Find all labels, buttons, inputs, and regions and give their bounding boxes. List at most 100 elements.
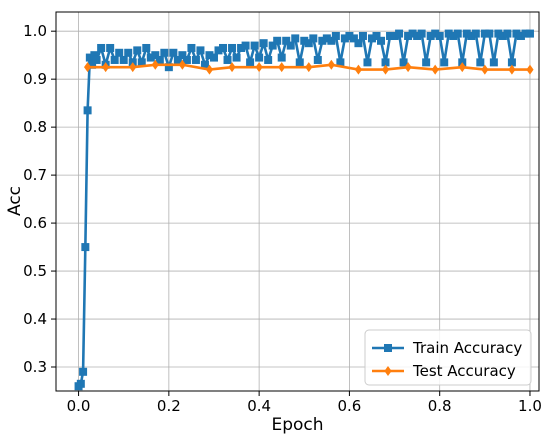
train-accuracy-point (133, 46, 142, 55)
train-accuracy-point (313, 55, 322, 64)
test-accuracy-point (228, 62, 236, 73)
train-accuracy-point (521, 29, 530, 38)
train-accuracy-point (322, 34, 331, 43)
test-accuracy-point (255, 62, 263, 73)
train-accuracy-point (404, 31, 413, 40)
legend: Train Accuracy Test Accuracy (364, 329, 532, 386)
test-accuracy-point (129, 62, 137, 73)
y-tick-label: 0.4 (23, 310, 47, 328)
test-accuracy-point (278, 62, 286, 73)
train-accuracy-point (79, 367, 88, 376)
train-accuracy-point (200, 60, 209, 69)
train-accuracy-point (241, 41, 250, 50)
legend-item-test-accuracy: Test Accuracy (372, 362, 516, 380)
train-accuracy-point (354, 39, 363, 48)
test-accuracy-point (381, 64, 390, 75)
train-accuracy-point (435, 31, 444, 40)
train-accuracy-point (155, 55, 164, 64)
train-accuracy-point (494, 29, 503, 38)
x-tick-label: 0.4 (247, 397, 271, 415)
train-accuracy-point (291, 34, 300, 43)
train-accuracy-point (187, 43, 196, 52)
y-tick-label: 0.5 (23, 262, 47, 280)
train-accuracy-point (453, 29, 462, 38)
test-accuracy-point (431, 64, 439, 75)
test-accuracy-point (151, 59, 159, 70)
legend-label: Train Accuracy (412, 339, 522, 357)
train-accuracy-point (90, 51, 99, 60)
train-accuracy-point (196, 46, 205, 55)
train-accuracy-point (277, 53, 286, 62)
train-accuracy-point (485, 29, 494, 38)
train-accuracy-point (417, 29, 426, 38)
train-accuracy-point (426, 31, 435, 40)
train-accuracy-point (76, 379, 85, 388)
plot-frame (55, 11, 540, 392)
train-accuracy-point (146, 53, 155, 62)
train-accuracy-point (268, 41, 277, 50)
train-accuracy-point (223, 55, 232, 64)
train-accuracy-point (327, 36, 336, 45)
train-accuracy-point (160, 48, 169, 57)
y-tick-label: 0.7 (23, 166, 47, 184)
x-tick-label: 0.2 (157, 397, 181, 415)
y-tick-label: 0.6 (23, 214, 47, 232)
legend-swatch-marker (384, 344, 392, 352)
train-accuracy-point (205, 51, 214, 60)
train-accuracy-point (106, 43, 115, 52)
legend-label: Test Accuracy (412, 362, 516, 380)
y-tick-label: 0.9 (23, 70, 47, 88)
legend-item-train-accuracy: Train Accuracy (372, 339, 522, 357)
test-accuracy-point (327, 59, 335, 70)
train-accuracy-point (178, 51, 187, 60)
train-accuracy-point (408, 29, 417, 38)
series-layer (74, 29, 534, 391)
train-accuracy-point (399, 58, 408, 67)
train-accuracy-point (173, 55, 182, 64)
train-accuracy-point (336, 58, 345, 67)
x-axis-label: Epoch (271, 415, 323, 435)
train-accuracy-point (358, 31, 367, 40)
train-accuracy-point (151, 51, 160, 60)
train-accuracy-point (264, 55, 273, 64)
train-accuracy-point (142, 43, 151, 52)
train-accuracy-point (431, 29, 440, 38)
test-accuracy-point (102, 62, 110, 73)
train-accuracy-point (282, 36, 291, 45)
train-accuracy-point (471, 29, 480, 38)
train-accuracy-point (119, 55, 128, 64)
test-accuracy-point (481, 64, 489, 75)
y-tick-label: 1.0 (23, 22, 47, 40)
train-accuracy-point (81, 243, 90, 252)
x-tick-label: 0.0 (67, 397, 91, 415)
train-accuracy-point (395, 29, 404, 38)
train-accuracy-point (318, 36, 327, 45)
test-accuracy-point (305, 62, 313, 73)
ticks: 0.0 0.2 0.4 0.6 0.8 1.0 0.3 0.4 0.5 0.6 0.7 0.8 0.9 1… (23, 22, 542, 415)
train-accuracy-point (476, 58, 485, 67)
series-test-accuracy (83, 59, 534, 75)
train-accuracy-point (182, 55, 191, 64)
test-accuracy-point (458, 62, 466, 73)
train-accuracy-point (340, 34, 349, 43)
train-accuracy-point (124, 48, 133, 57)
train-accuracy-point (92, 55, 101, 64)
x-tick-label: 0.6 (337, 397, 361, 415)
train-accuracy-point (449, 31, 458, 40)
train-accuracy-point (381, 58, 390, 67)
train-accuracy-point (363, 58, 372, 67)
train-accuracy-point (295, 58, 304, 67)
train-accuracy-point (444, 29, 453, 38)
train-accuracy-point (480, 29, 489, 38)
train-accuracy-point (97, 43, 106, 52)
train-accuracy-point (304, 39, 313, 48)
train-accuracy-point (214, 46, 223, 55)
train-accuracy-point (259, 39, 268, 48)
train-accuracy-point (250, 41, 259, 50)
train-accuracy-point (88, 60, 97, 69)
train-accuracy-point (331, 31, 340, 40)
legend-swatch-marker (384, 366, 392, 376)
train-accuracy-point (191, 55, 200, 64)
train-accuracy-point (467, 31, 476, 40)
